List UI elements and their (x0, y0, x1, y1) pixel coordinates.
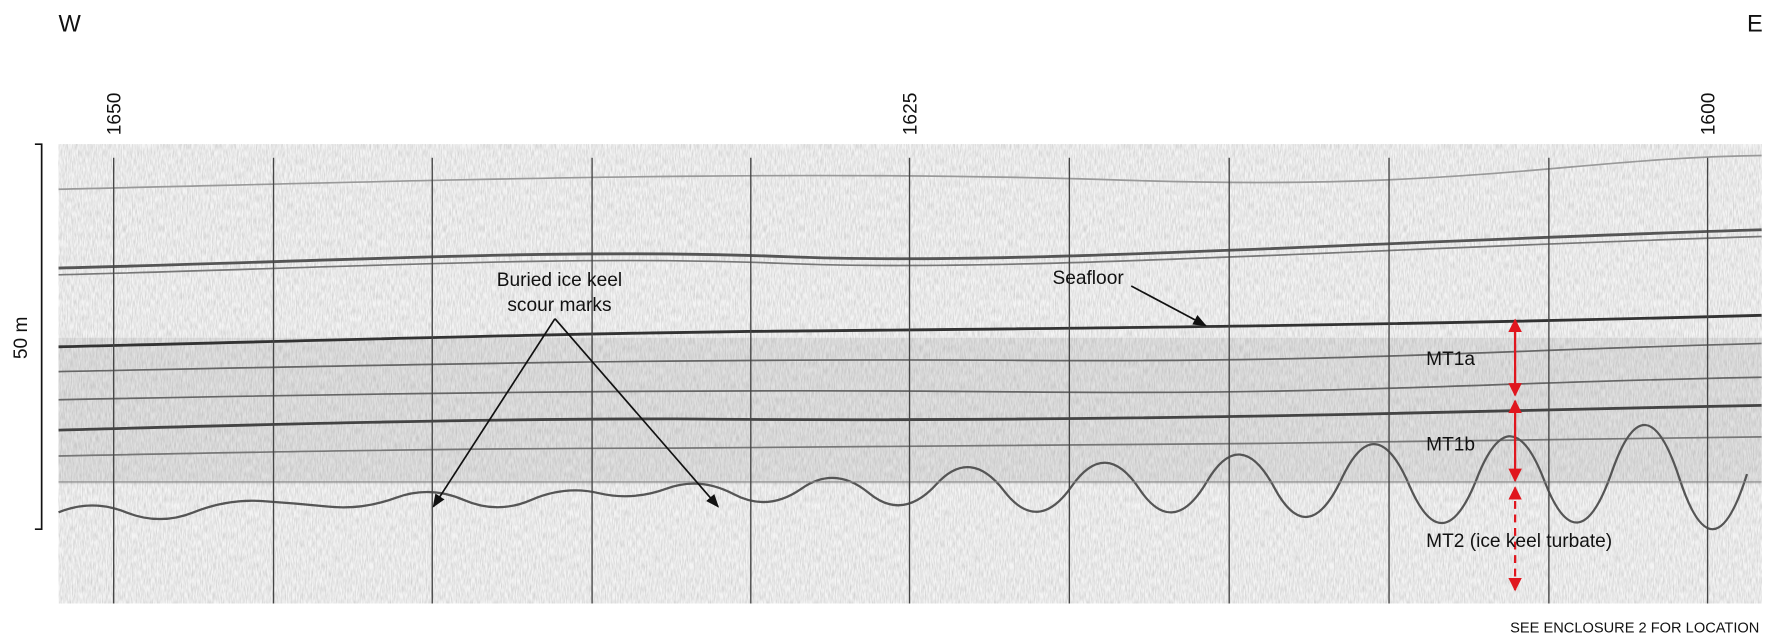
page: W E 1650 1625 1600 5 (0, 0, 1765, 634)
shotpoint-label: 1600 (1698, 93, 1719, 136)
annotation-text: Seafloor (1052, 268, 1124, 289)
unit-label: MT1b (1426, 434, 1475, 455)
scale-bar (35, 144, 42, 529)
footer-note: SEE ENCLOSURE 2 FOR LOCATION (1510, 621, 1759, 634)
shotpoint-label: 1625 (900, 93, 921, 136)
west-label: W (59, 12, 82, 38)
east-label: E (1747, 12, 1763, 38)
annotation-text: scour marks (507, 295, 611, 316)
annotation-text: Buried ice keel (497, 270, 622, 291)
shotpoint-label: 1650 (104, 93, 125, 136)
unit-label: MT1a (1426, 349, 1475, 370)
unit-label: MT2 (ice keel turbate) (1426, 531, 1612, 552)
scale-bar-label: 50 m (11, 317, 32, 360)
figure: W E 1650 1625 1600 5 (0, 0, 1765, 634)
